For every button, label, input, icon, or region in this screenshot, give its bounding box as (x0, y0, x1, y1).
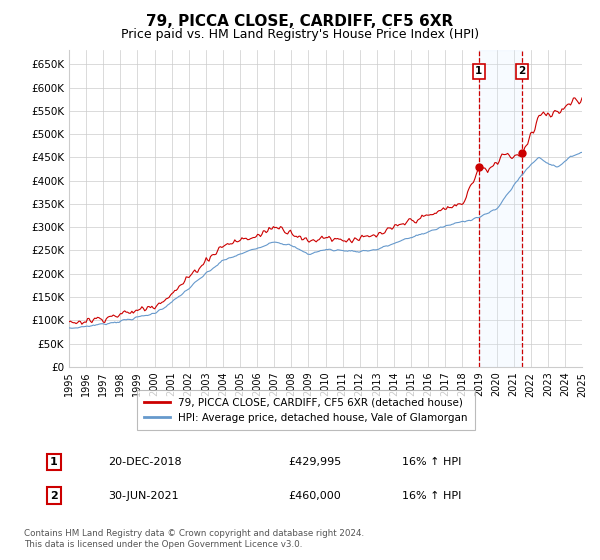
Text: £460,000: £460,000 (288, 491, 341, 501)
Text: Contains HM Land Registry data © Crown copyright and database right 2024.
This d: Contains HM Land Registry data © Crown c… (24, 529, 364, 549)
Legend: 79, PICCA CLOSE, CARDIFF, CF5 6XR (detached house), HPI: Average price, detached: 79, PICCA CLOSE, CARDIFF, CF5 6XR (detac… (137, 390, 475, 430)
Text: £429,995: £429,995 (288, 457, 341, 467)
Text: 2: 2 (518, 66, 526, 76)
Text: Price paid vs. HM Land Registry's House Price Index (HPI): Price paid vs. HM Land Registry's House … (121, 28, 479, 41)
Bar (479, 50, 522, 367)
Text: 1: 1 (475, 66, 482, 76)
Text: 20-DEC-2018: 20-DEC-2018 (108, 457, 182, 467)
Text: 16% ↑ HPI: 16% ↑ HPI (402, 491, 461, 501)
Text: 16% ↑ HPI: 16% ↑ HPI (402, 457, 461, 467)
Text: 1: 1 (50, 457, 58, 467)
Text: 30-JUN-2021: 30-JUN-2021 (108, 491, 179, 501)
Text: 79, PICCA CLOSE, CARDIFF, CF5 6XR: 79, PICCA CLOSE, CARDIFF, CF5 6XR (146, 14, 454, 29)
Text: 2: 2 (50, 491, 58, 501)
